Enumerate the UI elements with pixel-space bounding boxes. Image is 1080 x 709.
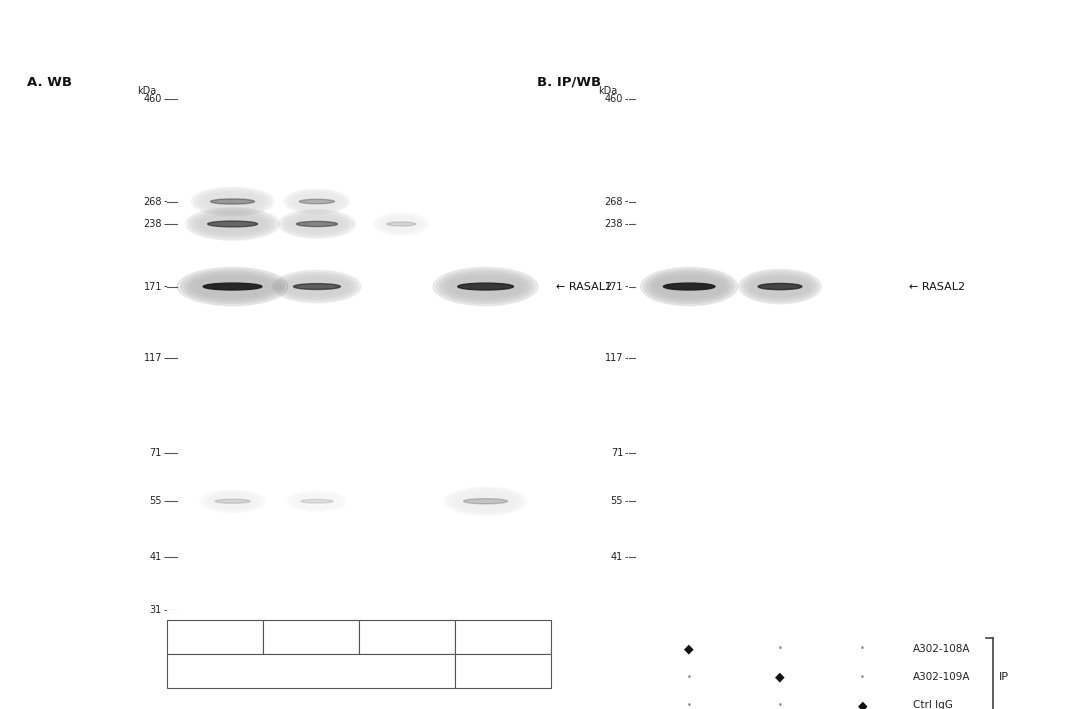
Text: ← RASAL2: ← RASAL2 [556,281,612,291]
Text: 71: 71 [150,448,162,458]
Ellipse shape [301,499,333,503]
Text: 5: 5 [403,631,410,644]
Text: 50: 50 [208,631,222,644]
Ellipse shape [433,267,538,306]
Text: -: - [163,605,166,615]
Text: -: - [163,448,166,458]
Ellipse shape [299,199,335,203]
Ellipse shape [215,499,251,503]
Text: •: • [860,644,865,653]
Text: •: • [860,673,865,681]
Text: B. IP/WB: B. IP/WB [537,76,600,89]
Ellipse shape [207,221,257,227]
Text: -: - [163,552,166,562]
Text: kDa: kDa [598,86,618,96]
Text: 15: 15 [303,631,319,644]
Text: -: - [624,496,627,506]
Text: Ctrl IgG: Ctrl IgG [913,700,953,709]
Text: ◆: ◆ [775,671,785,683]
Text: 171: 171 [144,281,162,291]
Text: 460: 460 [605,94,623,104]
Ellipse shape [203,283,262,290]
Text: 41: 41 [150,552,162,562]
Ellipse shape [640,267,738,306]
Text: A. WB: A. WB [27,76,72,89]
Text: ◆: ◆ [685,642,694,655]
Text: 31: 31 [150,605,162,615]
Text: A302-108A: A302-108A [913,644,970,654]
Ellipse shape [387,222,416,226]
Ellipse shape [739,269,821,303]
Text: 55: 55 [610,496,623,506]
Ellipse shape [273,270,361,303]
Text: -: - [624,281,627,291]
Text: 238: 238 [605,219,623,229]
Ellipse shape [186,208,280,240]
Ellipse shape [458,283,513,290]
Ellipse shape [758,284,802,290]
Text: kDa: kDa [137,86,157,96]
Text: T: T [499,665,507,678]
Text: 55: 55 [149,496,162,506]
Ellipse shape [185,272,281,302]
Text: IP: IP [999,672,1009,682]
Text: 268: 268 [144,196,162,206]
Text: -: - [624,448,627,458]
Text: ← RASAL2: ← RASAL2 [909,281,966,291]
Ellipse shape [294,284,340,289]
Text: •: • [778,644,783,653]
Ellipse shape [180,269,284,303]
Text: -: - [163,196,166,206]
Text: •: • [687,673,691,681]
Text: -: - [624,552,627,562]
Text: -: - [624,353,627,364]
Ellipse shape [436,269,535,303]
Text: -: - [624,94,627,104]
Ellipse shape [211,199,255,204]
Text: -: - [163,281,166,291]
Ellipse shape [177,267,287,306]
Text: 71: 71 [611,448,623,458]
Ellipse shape [644,269,734,303]
Ellipse shape [663,283,715,290]
Text: -: - [163,219,166,229]
Text: 171: 171 [605,281,623,291]
Text: -: - [624,219,627,229]
Text: -: - [163,496,166,506]
Text: HeLa: HeLa [296,665,326,678]
Text: -: - [163,353,166,364]
Ellipse shape [296,221,337,227]
Text: 238: 238 [144,219,162,229]
Text: 460: 460 [144,94,162,104]
Text: -: - [624,196,627,206]
Text: 41: 41 [611,552,623,562]
Text: ◆: ◆ [858,699,867,709]
Ellipse shape [741,271,819,302]
Ellipse shape [463,498,508,504]
Text: •: • [778,701,783,709]
Text: 117: 117 [144,353,162,364]
Text: 50: 50 [496,631,510,644]
Text: 117: 117 [605,353,623,364]
Text: •: • [687,701,691,709]
Text: A302-109A: A302-109A [913,672,970,682]
Text: -: - [163,94,166,104]
Ellipse shape [647,272,731,302]
Text: 268: 268 [605,196,623,206]
